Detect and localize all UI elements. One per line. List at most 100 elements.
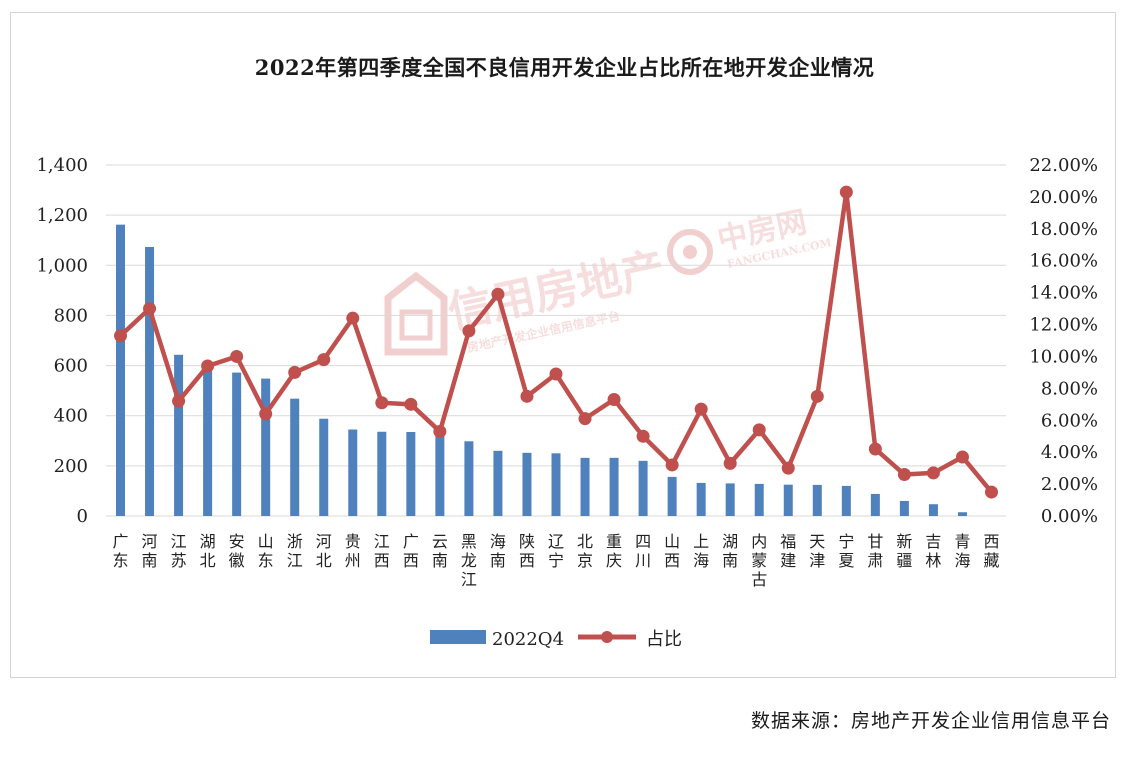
category-labels: 广东河南江苏湖北安徽山东浙江河北贵州江西广西云南黑龙江海南陕西辽宁北京重庆四川山… — [113, 532, 1000, 589]
chart-frame — [10, 12, 1116, 678]
legend: 2022Q4 占比 — [430, 629, 682, 650]
category-label: 山东 — [258, 532, 274, 570]
right-axis-ticks: 0.00% 2.00% 4.00% 6.00% 8.00% 10.00% 12.00% 14.… — [1029, 155, 1098, 527]
category-label: 重庆 — [606, 532, 622, 570]
ratio-point — [404, 397, 418, 411]
right-axis-tick-label: 8.00% — [1041, 378, 1098, 399]
category-label: 安徽 — [229, 532, 245, 570]
category-label: 云南 — [432, 532, 448, 570]
right-axis-tick-label: 6.00% — [1041, 410, 1098, 431]
left-axis-tick-label: 800 — [54, 305, 88, 326]
category-label: 辽宁 — [548, 532, 564, 570]
left-axis-tick-label: 0 — [77, 506, 88, 527]
ratio-point — [636, 429, 650, 443]
bar — [928, 504, 938, 516]
ratio-point — [578, 412, 592, 426]
chart-title: 2022年第四季度全国不良信用开发企业占比所在地开发企业情况 — [254, 55, 875, 80]
bar — [609, 457, 619, 516]
ratio-point — [868, 442, 882, 456]
bar — [812, 484, 822, 516]
ratio-point — [897, 468, 911, 482]
bar — [348, 429, 358, 516]
ratio-point — [549, 367, 563, 381]
ratio-point — [491, 287, 505, 301]
bar — [232, 372, 242, 516]
legend-bar-swatch — [430, 630, 486, 644]
right-axis-tick-label: 12.00% — [1029, 315, 1098, 336]
ratio-point — [114, 329, 128, 343]
bar — [261, 378, 271, 516]
category-label: 广西 — [403, 532, 419, 570]
category-label: 浙江 — [287, 532, 303, 570]
right-axis-tick-label: 22.00% — [1029, 155, 1098, 176]
category-label: 河南 — [142, 532, 158, 570]
left-axis-ticks: 0 200 400 600 800 1,000 1,200 1,400 — [36, 155, 88, 527]
bar — [116, 224, 126, 517]
left-axis-tick-label: 200 — [54, 456, 88, 477]
credit-house-logo-icon — [384, 271, 448, 356]
ratio-point — [723, 456, 737, 470]
ratio-point — [520, 389, 534, 403]
category-label: 湖南 — [722, 532, 738, 570]
legend-line-label: 占比 — [646, 629, 682, 650]
left-axis-tick-label: 1,200 — [36, 205, 88, 226]
right-axis-tick-label: 16.00% — [1029, 251, 1098, 272]
ratio-point — [172, 394, 186, 408]
category-label: 吉林 — [925, 532, 941, 570]
legend-line-marker — [601, 631, 613, 643]
bar — [493, 450, 503, 516]
bar — [377, 431, 387, 516]
bar — [551, 453, 561, 516]
bar — [319, 418, 329, 516]
bar — [696, 482, 706, 516]
ratio-point — [926, 466, 940, 480]
bar — [290, 398, 300, 516]
right-axis-tick-label: 14.00% — [1029, 283, 1098, 304]
ratio-point — [665, 458, 679, 472]
ratio-point — [288, 365, 302, 379]
category-label: 宁夏 — [838, 532, 854, 570]
bar — [174, 354, 184, 516]
bar — [638, 460, 648, 516]
bar — [957, 512, 967, 516]
category-label: 天津 — [809, 532, 825, 570]
category-label: 西藏 — [983, 532, 999, 570]
category-label: 湖北 — [200, 532, 216, 570]
category-label: 福建 — [780, 532, 796, 570]
ratio-point — [781, 461, 795, 475]
ratio-point — [201, 359, 215, 373]
category-label: 四川 — [635, 532, 651, 570]
bar — [754, 483, 764, 516]
ratio-point — [230, 349, 244, 363]
ratio-point — [143, 302, 157, 316]
category-label: 贵州 — [345, 532, 361, 570]
bar-series — [116, 224, 967, 517]
left-axis-tick-label: 600 — [54, 356, 88, 377]
category-label: 甘肃 — [867, 532, 883, 570]
ratio-line-series — [114, 185, 998, 499]
category-label: 北京 — [577, 532, 593, 570]
right-axis-tick-label: 2.00% — [1041, 474, 1098, 495]
category-label: 江西 — [374, 532, 390, 570]
ratio-point — [259, 407, 273, 421]
source-note: 数据来源：房地产开发企业信用信息平台 — [750, 710, 1111, 732]
bar — [725, 483, 735, 516]
ratio-point — [433, 424, 447, 438]
category-label: 内蒙古 — [751, 532, 767, 589]
right-axis-tick-label: 0.00% — [1041, 506, 1098, 527]
ratio-point — [810, 389, 824, 403]
ratio-point — [955, 450, 969, 464]
ratio-point — [346, 311, 360, 325]
left-axis-tick-label: 1,400 — [36, 155, 88, 176]
bar — [406, 432, 416, 516]
category-label: 海南 — [490, 532, 506, 570]
right-axis-tick-label: 4.00% — [1041, 442, 1098, 463]
watermark: 信用房地产 房地产开发企业信用信息平台 中房网 FANGCHAN.COM — [384, 205, 833, 356]
ratio-point — [462, 324, 476, 338]
category-label: 河北 — [316, 532, 332, 570]
ratio-point — [317, 353, 331, 367]
right-axis-tick-label: 20.00% — [1029, 187, 1098, 208]
category-label: 上海 — [693, 532, 709, 570]
bar — [464, 441, 474, 516]
category-label: 江苏 — [171, 532, 187, 570]
